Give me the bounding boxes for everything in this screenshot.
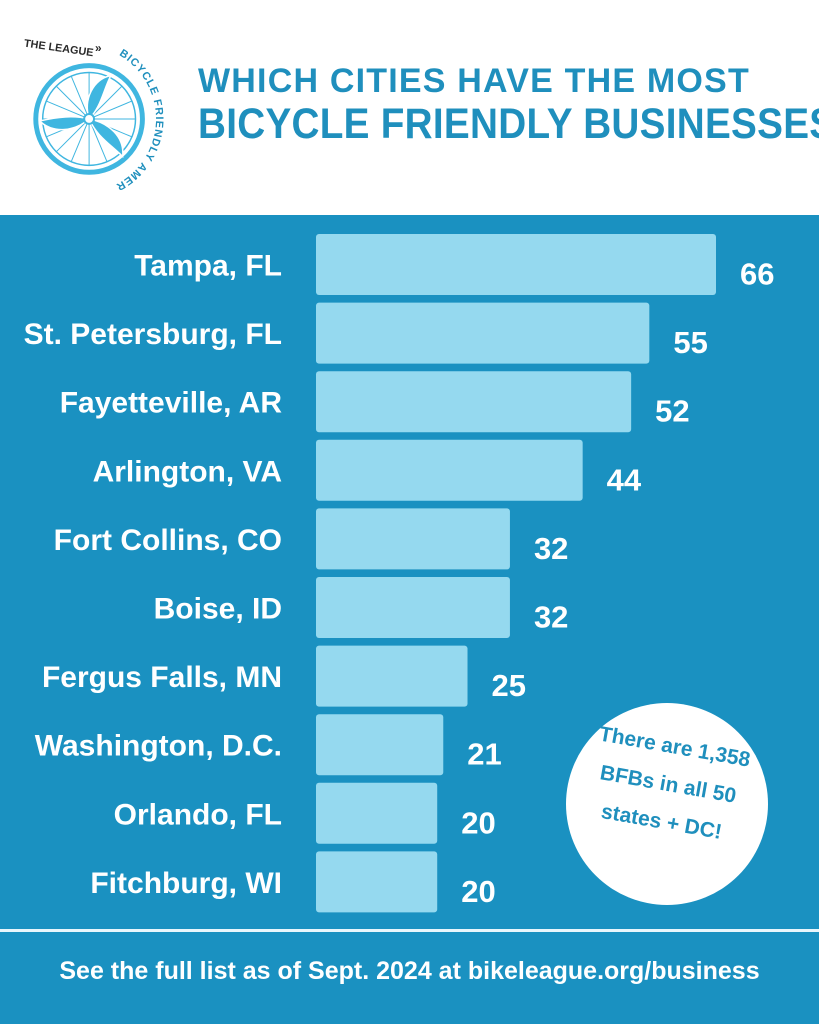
- value-label: 52: [655, 394, 689, 429]
- bar-chart: Tampa, FL 66 St. Petersburg, FL 55 Fayettevi…: [24, 234, 774, 913]
- bar: [316, 508, 510, 570]
- category-label: Washington, D.C.: [35, 730, 282, 763]
- bar: [316, 645, 468, 707]
- bar: [316, 782, 438, 844]
- category-label: Fitchburg, WI: [90, 867, 282, 900]
- bicycle-wheel-icon: [33, 63, 145, 175]
- value-label: 20: [461, 805, 495, 840]
- bar: [316, 714, 444, 776]
- category-label: St. Petersburg, FL: [24, 318, 282, 351]
- category-label: Boise, ID: [154, 593, 282, 626]
- bar: [316, 577, 510, 638]
- title-line-2: BICYCLE FRIENDLY BUSINESSES?: [198, 100, 819, 148]
- chart-title: WHICH CITIES HAVE THE MOST BICYCLE FRIEN…: [198, 62, 819, 148]
- category-label: Fayetteville, AR: [60, 387, 283, 420]
- bar: [316, 439, 583, 501]
- category-label: Arlington, VA: [93, 455, 282, 488]
- logo-arrow: »: [95, 41, 102, 55]
- value-label: 44: [607, 462, 642, 497]
- logo-top-text: THE LEAGUE: [23, 38, 94, 60]
- value-label: 66: [740, 257, 774, 292]
- bar: [316, 234, 716, 295]
- callout-bubble: [566, 703, 768, 905]
- footer-divider: [0, 929, 819, 932]
- category-label: Orlando, FL: [114, 798, 282, 831]
- category-label: Fort Collins, CO: [54, 524, 282, 557]
- league-logo: THE LEAGUE » BICYCLE FRIENDLY AMERICA: [18, 36, 164, 193]
- value-label: 55: [673, 325, 707, 360]
- category-label: Tampa, FL: [134, 250, 282, 283]
- value-label: 25: [492, 668, 526, 703]
- header: THE LEAGUE » BICYCLE FRIENDLY AMERICA: [0, 0, 819, 215]
- value-label: 32: [534, 531, 568, 566]
- title-line-1: WHICH CITIES HAVE THE MOST: [198, 62, 750, 100]
- category-label: Fergus Falls, MN: [42, 661, 282, 694]
- bar: [316, 302, 650, 364]
- bar: [316, 371, 632, 433]
- value-label: 32: [534, 600, 568, 635]
- value-label: 21: [467, 737, 501, 772]
- bar: [316, 851, 438, 913]
- value-label: 20: [461, 874, 495, 909]
- footer-text: See the full list as of Sept. 2024 at bi…: [59, 957, 760, 985]
